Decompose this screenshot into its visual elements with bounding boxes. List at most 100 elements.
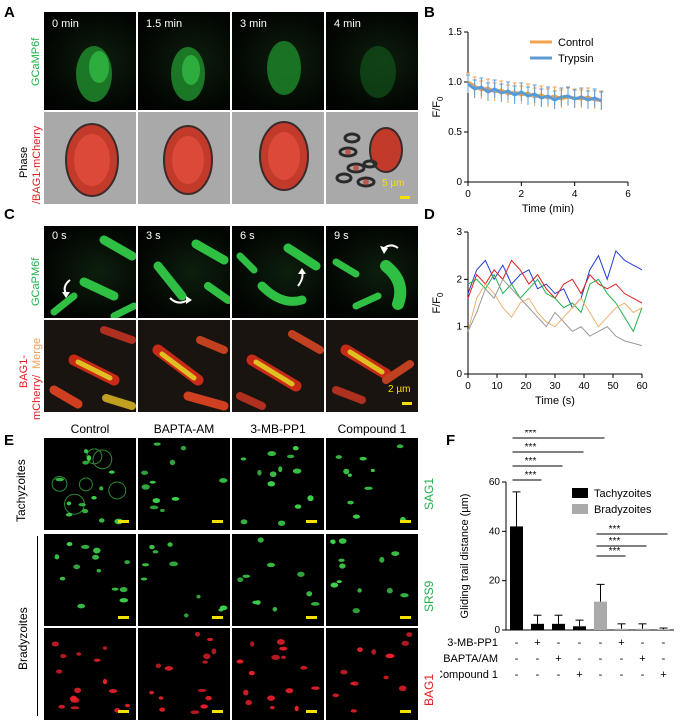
parasite-spot: [155, 663, 162, 669]
parasite-spot: [159, 508, 165, 513]
panelF-treatment-mark: -: [557, 637, 561, 649]
parasite-spot: [350, 682, 355, 686]
parasite-spot: [269, 471, 277, 478]
parasite-spot: [343, 468, 350, 475]
parasite-spot: [240, 457, 247, 461]
parasite-spot: [70, 706, 80, 710]
parasite-spot: [242, 574, 251, 578]
parasite-spot: [292, 445, 299, 451]
parasite-spot: [352, 608, 360, 614]
panelD-ytick-label: 2: [456, 274, 462, 285]
parasite-spot: [91, 495, 97, 500]
parasite-spot: [391, 551, 400, 556]
panelC-time-4: 9 s: [334, 230, 349, 242]
parasite-spot: [297, 571, 305, 577]
parasite-spot: [285, 688, 294, 694]
panelF-legend-swatch: [572, 488, 588, 498]
panelA-phase-tile-3: [232, 112, 324, 204]
panelC-merge-tile-4: 2 µm: [326, 320, 418, 412]
panelF-bar: [593, 601, 608, 630]
panelA-gcamp-tile-3: 3 min: [232, 12, 324, 110]
panelE-tile-art: [240, 445, 314, 526]
parasite-spot: [207, 637, 214, 642]
parasite-spot: [278, 520, 286, 526]
parasite-spot: [257, 537, 264, 543]
panelE-scale-bar: [306, 616, 317, 619]
panelF-treatment-mark: -: [599, 669, 603, 681]
panelC-row1-label: GCaPM6f: [30, 257, 42, 306]
panelF-significance-label: ***: [525, 442, 537, 453]
panelE-col-header-4: Compound 1: [337, 422, 407, 436]
parasite-spot: [248, 670, 255, 676]
parasite-spot: [58, 704, 66, 709]
parasite-spot: [357, 647, 363, 652]
panelD-ytick-label: 1: [456, 322, 462, 333]
panelA-time-3: 3 min: [240, 18, 267, 30]
parasite-spot: [371, 649, 376, 655]
panelE-col-header-2: BAPTA-AM: [153, 422, 215, 436]
panelD-xtick-label: 0: [465, 381, 471, 392]
panelE-tile-art: [332, 632, 413, 713]
panelE-scale-bar: [118, 710, 129, 713]
parasite-spot: [190, 710, 200, 715]
panelB-legend-label: Trypsin: [558, 53, 594, 65]
panelB-series-trypsin: [467, 82, 602, 103]
parasite-spot: [236, 659, 244, 664]
panelA-phase-tile-1: [44, 112, 136, 204]
parasite-spot: [86, 455, 92, 462]
panelE-scale-bar: [400, 520, 411, 523]
parasite-spot: [300, 665, 308, 670]
parasite-spot: [102, 646, 108, 650]
panelE-tile-art: [149, 631, 217, 715]
panelE-scale-bar: [118, 616, 129, 619]
parasite-spot: [180, 445, 187, 451]
panelE-tile-r2-c4: [326, 534, 418, 626]
parasite-spot: [92, 554, 100, 560]
parasite-spot: [149, 480, 156, 484]
parasite-spot: [359, 456, 367, 461]
panelA-gcamp-tile-2: 1.5 min: [138, 12, 230, 110]
parasite-spot: [54, 554, 60, 560]
parasite-spot: [69, 696, 78, 702]
panelA-time-2: 1.5 min: [146, 18, 183, 30]
parasite-spot: [164, 666, 174, 671]
parasite-spot: [74, 687, 82, 694]
panelF-treatment-mark: -: [578, 653, 582, 665]
parasite-spot: [77, 603, 86, 609]
panelE-scale-bar: [306, 710, 317, 713]
panelB-ytick-label: 1.0: [448, 77, 462, 88]
panelD-series-1: [467, 249, 643, 309]
parasite-spot: [287, 454, 295, 459]
parasite-spot: [279, 646, 288, 651]
parasite-spot: [81, 544, 90, 549]
panelF-ytick-label: 40: [489, 526, 501, 537]
parasite-spot: [158, 696, 164, 700]
panelB-ytick-label: 1.5: [448, 27, 462, 38]
parasite-spot: [219, 478, 228, 483]
panelF-treatment-mark: +: [639, 653, 645, 665]
parasite-spot: [119, 586, 128, 593]
panelE-tile-art: [141, 442, 228, 513]
parasite-spot: [364, 486, 373, 490]
parasite-spot: [406, 632, 413, 637]
panelF-treatment-mark: -: [515, 653, 519, 665]
panelB-xtick-label: 6: [625, 189, 631, 200]
panelB-chart: 0 0.5 1.0 1.5 0 2 4 6 Time (min) F/F0 Control Tryps…: [431, 27, 631, 215]
panelF-treatment-mark: +: [618, 637, 624, 649]
parasite-spot: [83, 449, 89, 454]
panel-label-b: B: [424, 4, 435, 21]
panelF-significance-label: ***: [609, 524, 621, 535]
parasite-spot: [243, 689, 249, 696]
parasite-spot: [281, 655, 286, 660]
panelD-xlabel: Time (s): [535, 395, 575, 407]
panelE-scale-bar: [212, 710, 223, 713]
panelE-tile-art: [237, 537, 320, 612]
panelC-merge-tile-2: [138, 320, 230, 412]
parasite-spot: [211, 648, 217, 655]
parasite-spot: [396, 444, 404, 449]
panelA-scale-bar: [400, 196, 410, 199]
parasite-spot: [108, 689, 118, 694]
panelD-series-3: [467, 273, 643, 333]
